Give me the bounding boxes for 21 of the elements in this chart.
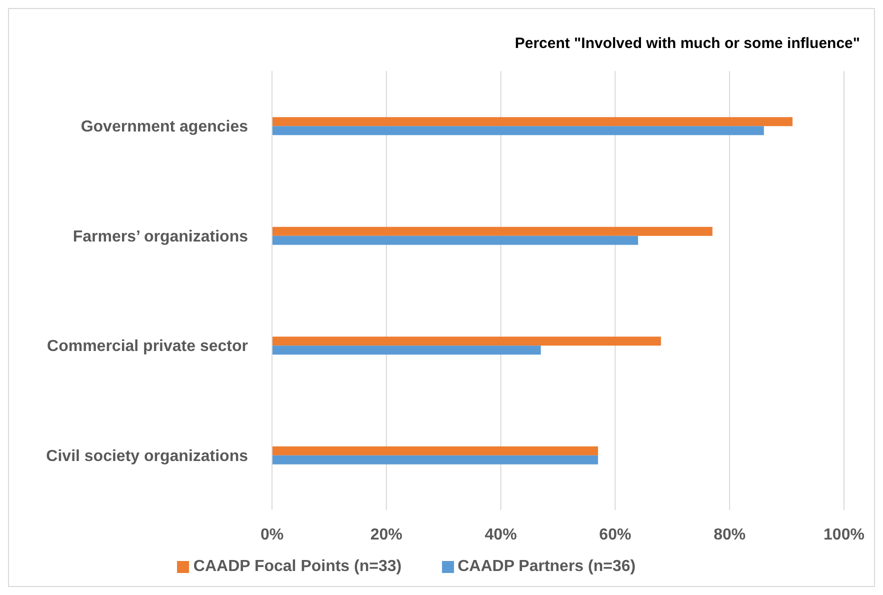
legend-label: CAADP Focal Points (n=33) <box>193 558 402 575</box>
x-tick-label: 60% <box>599 526 632 544</box>
bar <box>272 336 661 346</box>
y-tick-label: Civil society organizations <box>46 448 248 465</box>
y-tick-label: Farmers’ organizations <box>72 228 248 246</box>
y-tick-label: Commercial private sector <box>47 338 248 356</box>
y-tick-label: Government agencies <box>80 118 248 136</box>
bar <box>272 346 541 355</box>
chart-title: Percent "Involved with much or some influence" <box>514 35 860 52</box>
legend-label: CAADP Partners (n=36) <box>458 558 636 575</box>
x-tick-label: 0% <box>260 526 284 544</box>
x-tick-label: 20% <box>370 526 402 544</box>
bar <box>272 226 712 236</box>
bar <box>272 446 598 456</box>
bar <box>272 117 793 126</box>
bar <box>272 455 598 464</box>
x-tick-label: 40% <box>484 526 517 544</box>
bar <box>272 236 638 245</box>
x-tick-label: 80% <box>714 526 746 544</box>
bar <box>272 126 764 136</box>
x-tick-label: 100% <box>824 526 864 544</box>
